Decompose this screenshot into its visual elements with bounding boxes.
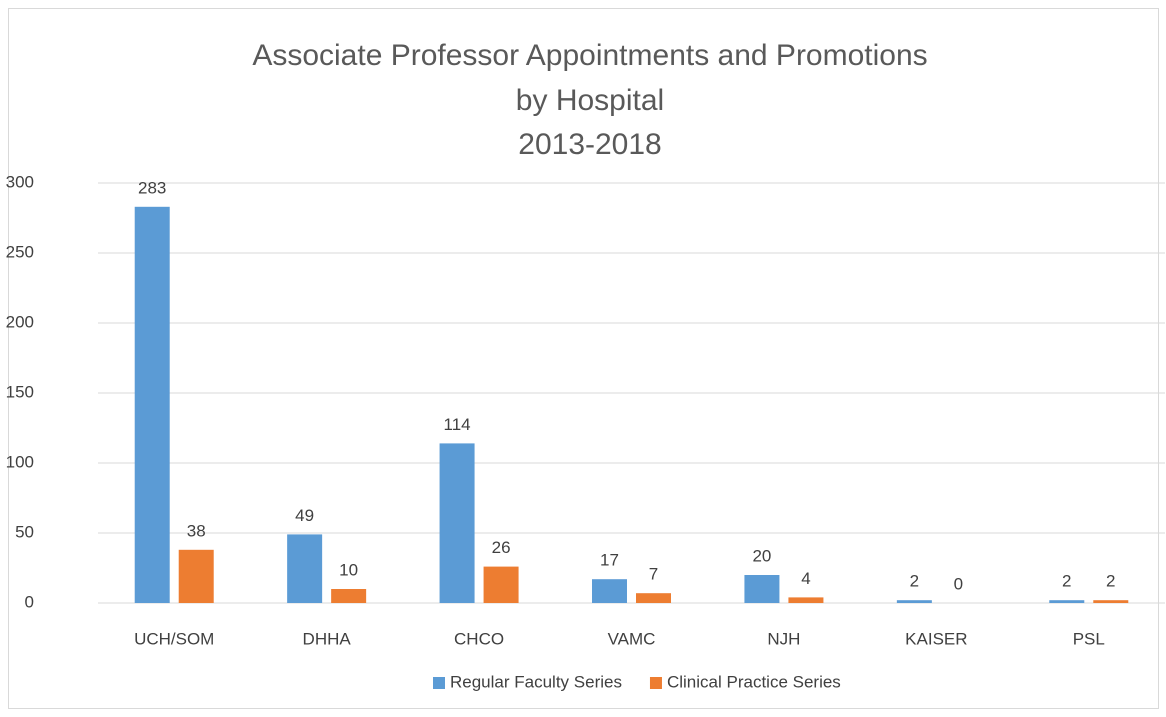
data-label: 2 bbox=[1062, 572, 1071, 591]
data-label: 114 bbox=[444, 415, 471, 434]
bar bbox=[439, 443, 475, 603]
chart-title: by Hospital bbox=[516, 84, 664, 117]
x-tick-label: DHHA bbox=[303, 629, 352, 648]
data-label: 7 bbox=[649, 565, 658, 584]
data-label: 0 bbox=[954, 574, 963, 593]
data-label: 2 bbox=[910, 572, 919, 591]
bar bbox=[331, 589, 367, 603]
data-label: 38 bbox=[187, 521, 206, 540]
data-label: 283 bbox=[138, 178, 166, 197]
data-label: 17 bbox=[600, 551, 619, 570]
chart-title: Associate Professor Appointments and Pro… bbox=[252, 39, 927, 72]
x-tick-label: VAMC bbox=[608, 629, 656, 648]
chart-title: 2013-2018 bbox=[518, 128, 661, 161]
legend-label: Regular Faculty Series bbox=[450, 672, 622, 691]
bar bbox=[287, 534, 323, 603]
legend-swatch bbox=[649, 677, 662, 689]
y-tick-label: 50 bbox=[15, 522, 34, 541]
y-tick-label: 250 bbox=[6, 242, 34, 261]
bar bbox=[178, 549, 214, 603]
x-tick-label: NJH bbox=[767, 629, 800, 648]
legend-swatch bbox=[433, 677, 445, 689]
y-tick-label: 200 bbox=[6, 312, 34, 331]
bar bbox=[1049, 600, 1085, 603]
x-tick-label: KAISER bbox=[905, 629, 967, 648]
data-label: 20 bbox=[752, 546, 771, 565]
bar bbox=[134, 206, 170, 604]
bar bbox=[788, 597, 824, 603]
x-tick-label: UCH/SOM bbox=[134, 629, 214, 648]
data-label: 26 bbox=[492, 538, 511, 557]
data-label: 49 bbox=[295, 506, 314, 525]
data-label: 2 bbox=[1106, 572, 1115, 591]
y-tick-label: 150 bbox=[6, 382, 34, 401]
data-label: 10 bbox=[339, 560, 358, 579]
x-tick-label: PSL bbox=[1073, 629, 1105, 648]
y-tick-label: 0 bbox=[25, 592, 34, 611]
bar bbox=[636, 593, 671, 603]
legend-label: Clinical Practice Series bbox=[667, 672, 841, 691]
x-tick-label: CHCO bbox=[454, 629, 504, 648]
bar bbox=[1093, 600, 1129, 603]
bar bbox=[744, 575, 780, 603]
bar bbox=[592, 579, 627, 603]
y-tick-label: 100 bbox=[6, 452, 34, 471]
bar bbox=[483, 566, 519, 603]
y-tick-label: 300 bbox=[6, 172, 34, 191]
bar bbox=[896, 600, 932, 603]
data-label: 4 bbox=[801, 569, 810, 588]
